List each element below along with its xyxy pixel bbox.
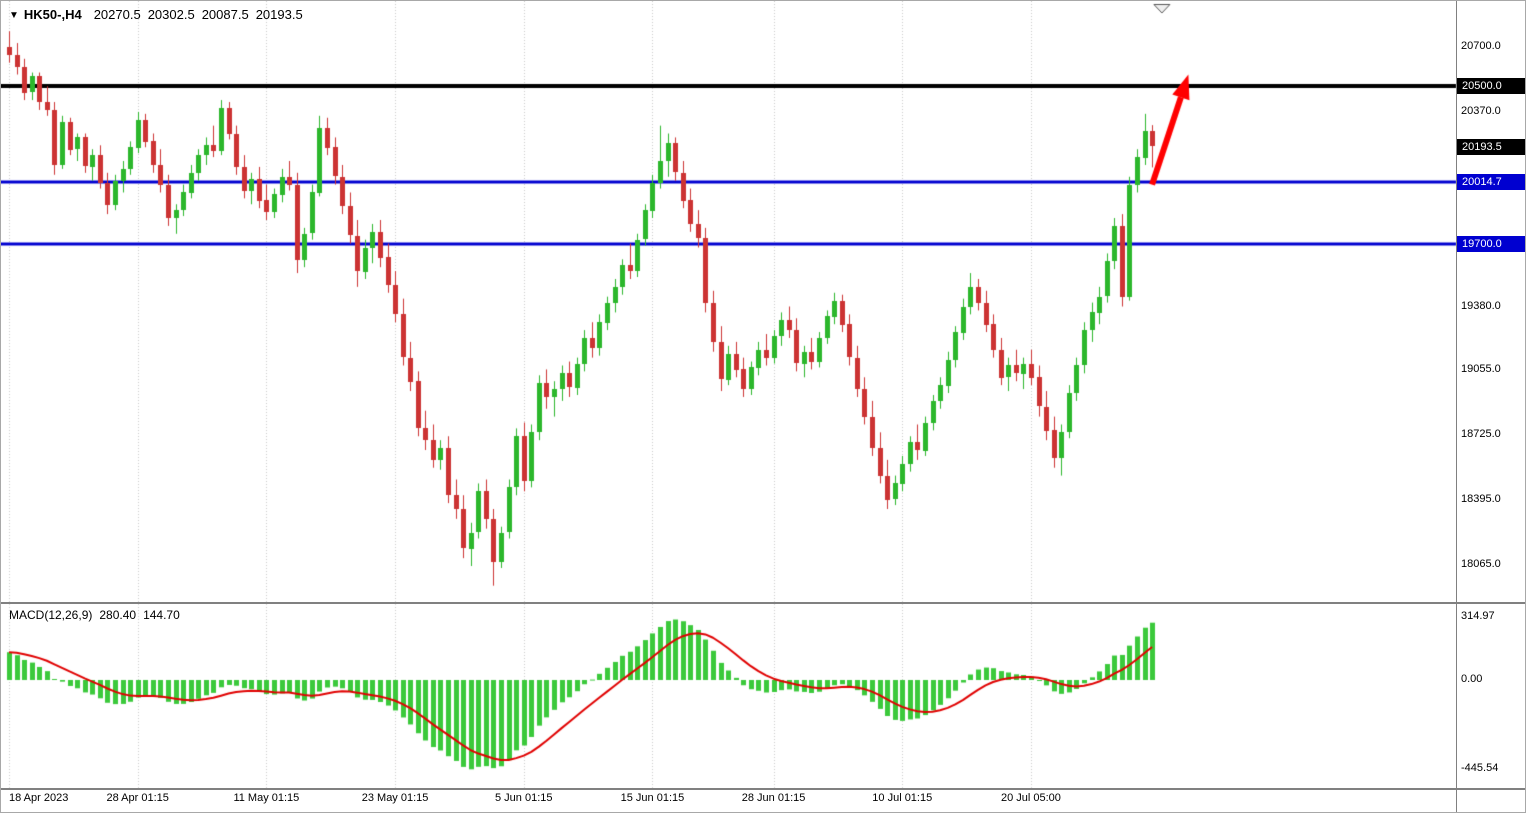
price-axis-label: 18395.0 bbox=[1461, 493, 1501, 506]
time-axis-label[interactable]: 23 May 01:15 bbox=[361, 792, 429, 804]
main-macd-separator[interactable] bbox=[1, 602, 1525, 604]
time-axis-label[interactable]: 5 Jun 01:15 bbox=[495, 792, 553, 804]
macd-signal-value: 144.70 bbox=[143, 608, 180, 622]
close-value: 20193.5 bbox=[255, 7, 303, 22]
time-axis-label[interactable]: 10 Jul 01:15 bbox=[872, 792, 933, 804]
time-axis-label[interactable]: 15 Jun 01:15 bbox=[620, 792, 685, 804]
price-axis-label: 20370.0 bbox=[1461, 104, 1501, 117]
symbol-info-bar: ▼ HK50-,H4 20270.5 20302.5 20087.5 20193.5 bbox=[9, 7, 310, 22]
open-value: 20270.5 bbox=[93, 7, 141, 22]
time-axis-label[interactable]: 11 May 01:15 bbox=[233, 792, 300, 804]
price-axis-badge: 20014.7 bbox=[1457, 173, 1525, 190]
time-axis-label[interactable]: 18 Apr 2023 bbox=[9, 792, 69, 804]
price-axis-badge: 20193.5 bbox=[1457, 138, 1525, 155]
macd-axis-label: 0.00 bbox=[1461, 673, 1483, 685]
symbol-period-label: HK50-,H4 bbox=[23, 7, 82, 22]
time-axis-label[interactable]: 28 Apr 01:15 bbox=[106, 792, 169, 804]
macd-axis-label: -445.54 bbox=[1461, 762, 1499, 775]
macd-axis-label: 314.97 bbox=[1461, 610, 1495, 622]
price-axis-label: 18065.0 bbox=[1461, 558, 1501, 571]
macd-main-value: 280.40 bbox=[99, 608, 137, 622]
price-axis-label: 19055.0 bbox=[1461, 363, 1501, 376]
macd-indicator-label: MACD(12,26,9) 280.40 144.70 bbox=[9, 608, 187, 622]
price-axis-label: 20700.0 bbox=[1461, 40, 1501, 52]
low-value: 20087.5 bbox=[201, 7, 249, 22]
time-axis-separator bbox=[1, 788, 1525, 790]
price-axis-badge: 19700.0 bbox=[1457, 235, 1525, 252]
price-axis-badge: 20500.0 bbox=[1457, 78, 1525, 95]
time-axis-label[interactable]: 20 Jul 05:00 bbox=[1000, 792, 1061, 804]
price-axis-label: 19380.0 bbox=[1461, 299, 1501, 312]
symbol-marker-icon: ▼ bbox=[9, 10, 19, 21]
macd-name: MACD(12,26,9) bbox=[9, 608, 93, 622]
price-axis-label: 18725.0 bbox=[1461, 428, 1501, 441]
price-axis-border bbox=[1456, 1, 1457, 812]
high-value: 20302.5 bbox=[147, 7, 195, 22]
time-axis-label[interactable]: 28 Jun 01:15 bbox=[741, 792, 806, 804]
